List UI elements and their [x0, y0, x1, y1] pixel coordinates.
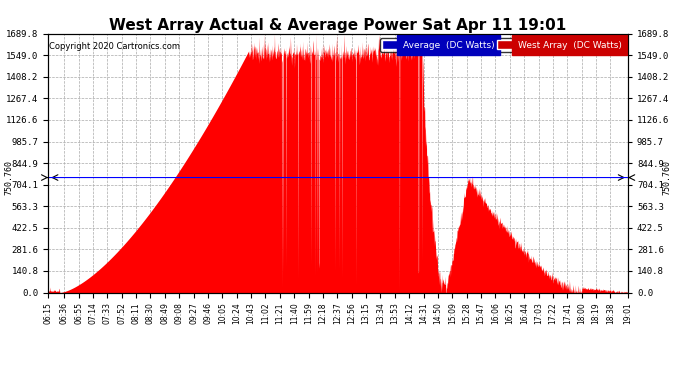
Text: Copyright 2020 Cartronics.com: Copyright 2020 Cartronics.com [49, 42, 180, 51]
Text: 750.760: 750.760 [5, 160, 14, 195]
Title: West Array Actual & Average Power Sat Apr 11 19:01: West Array Actual & Average Power Sat Ap… [110, 18, 566, 33]
Text: 750.760: 750.760 [662, 160, 671, 195]
Legend: Average  (DC Watts), West Array  (DC Watts): Average (DC Watts), West Array (DC Watts… [380, 38, 623, 51]
